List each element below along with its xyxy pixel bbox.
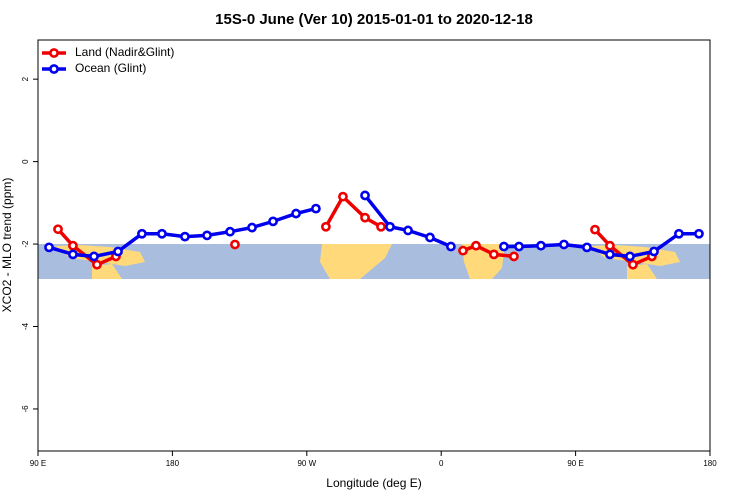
x-tick-label: 0 (439, 459, 444, 468)
data-point (625, 251, 635, 262)
data-point (68, 240, 78, 251)
series-line (363, 194, 452, 249)
data-point (247, 222, 257, 233)
data-point (605, 240, 615, 251)
data-point (489, 249, 499, 260)
legend-label: Land (Nadir&Glint) (75, 45, 174, 59)
y-axis-label: XCO2 - MLO trend (ppm) (0, 178, 14, 313)
chart-title: 15S-0 June (Ver 10) 2015-01-01 to 2020-1… (215, 11, 533, 28)
y-tick-label: -6 (21, 405, 30, 413)
y-tick-label: -2 (21, 240, 30, 248)
data-point (157, 228, 167, 239)
data-point (230, 239, 240, 250)
x-tick-label: 180 (703, 459, 717, 468)
x-tick-label: 90 E (30, 459, 46, 468)
x-axis-label: Longitude (deg E) (326, 476, 421, 490)
y-tick-label: 0 (21, 159, 30, 164)
data-point (605, 249, 615, 260)
series-line (503, 232, 699, 259)
data-point (514, 241, 524, 252)
y-tick-label: -4 (21, 322, 30, 330)
data-point (360, 212, 370, 223)
data-point (113, 246, 123, 257)
data-point (385, 221, 395, 232)
data-point (590, 224, 600, 235)
data-point (425, 232, 435, 243)
data-point (694, 228, 704, 239)
x-tick-label: 90 W (297, 459, 316, 468)
data-point (582, 242, 592, 253)
plot-frame (37, 39, 711, 452)
data-point (268, 216, 278, 227)
data-point (89, 251, 99, 262)
y-tick-label: 2 (21, 76, 30, 81)
data-point (338, 191, 348, 202)
data-point (628, 259, 638, 270)
data-point (471, 240, 481, 251)
data-point (403, 225, 413, 236)
data-point (458, 245, 468, 256)
data-point (536, 240, 546, 251)
data-point (446, 241, 456, 252)
data-point (44, 242, 54, 253)
legend-label: Ocean (Glint) (75, 61, 146, 75)
data-point (360, 190, 370, 201)
data-point (559, 239, 569, 250)
data-point (202, 230, 212, 241)
data-point (291, 208, 301, 219)
data-point (499, 241, 509, 252)
x-tick-label: 90 E (567, 459, 583, 468)
data-point (674, 228, 684, 239)
data-point (311, 203, 321, 214)
data-point (68, 249, 78, 260)
data-point (53, 224, 63, 235)
x-tick-label: 180 (166, 459, 180, 468)
data-point (376, 221, 386, 232)
data-point (137, 228, 147, 239)
data-point (180, 231, 190, 242)
series-line (324, 193, 382, 229)
data-point (509, 251, 519, 262)
data-point (321, 221, 331, 232)
series-line (462, 243, 515, 259)
data-point (225, 226, 235, 237)
land-shape (320, 244, 392, 279)
legend-marker (49, 48, 59, 58)
data-point (649, 246, 659, 257)
data-point (92, 259, 102, 270)
legend-marker (49, 64, 59, 74)
